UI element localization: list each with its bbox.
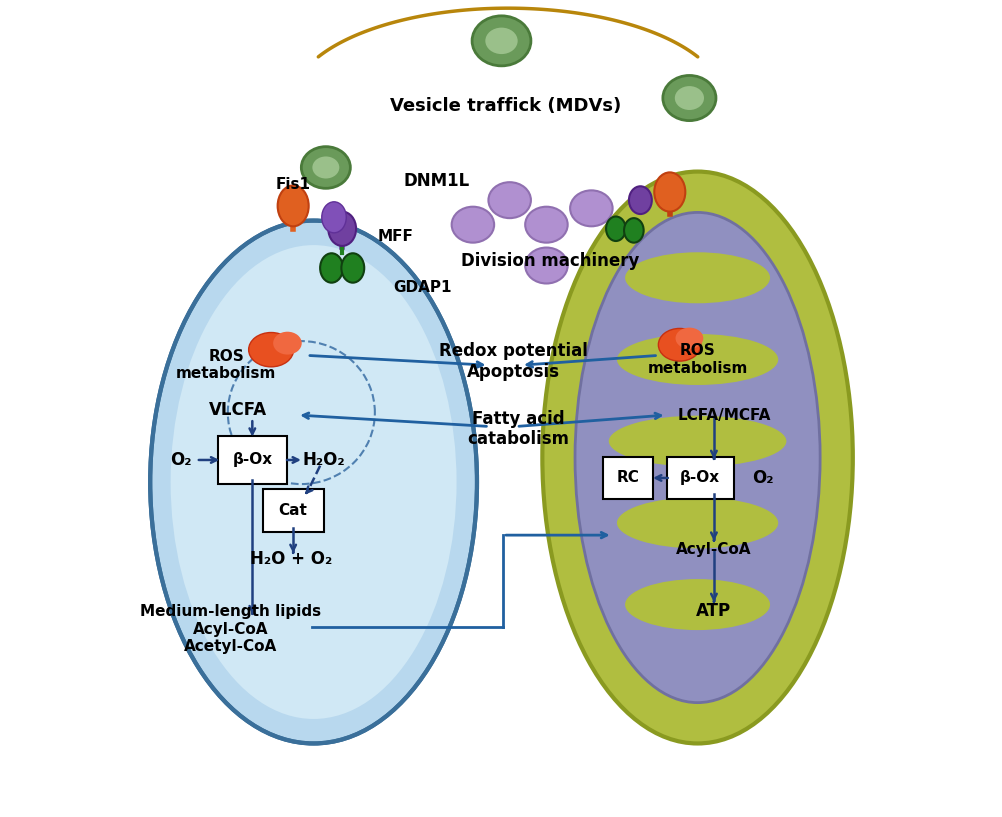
Ellipse shape <box>451 207 494 243</box>
Ellipse shape <box>662 75 715 121</box>
Text: Division machinery: Division machinery <box>461 252 639 270</box>
Ellipse shape <box>615 497 779 550</box>
Ellipse shape <box>657 328 700 361</box>
Text: Redox potential
Apoptosis: Redox potential Apoptosis <box>439 342 587 381</box>
Ellipse shape <box>653 172 684 212</box>
Ellipse shape <box>628 186 651 214</box>
Ellipse shape <box>605 217 625 241</box>
Ellipse shape <box>278 185 309 226</box>
Ellipse shape <box>248 333 294 367</box>
Ellipse shape <box>301 147 350 189</box>
Text: RC: RC <box>616 471 639 485</box>
Text: Fatty acid
catabolism: Fatty acid catabolism <box>466 409 568 449</box>
Ellipse shape <box>525 207 567 243</box>
Ellipse shape <box>623 578 771 631</box>
Text: MFF: MFF <box>377 230 413 244</box>
Ellipse shape <box>273 332 302 355</box>
Ellipse shape <box>569 190 612 226</box>
Text: ATP: ATP <box>695 602 730 620</box>
Ellipse shape <box>170 245 456 719</box>
Text: ROS
metabolism: ROS metabolism <box>646 343 747 376</box>
Ellipse shape <box>341 253 364 283</box>
Ellipse shape <box>675 328 702 349</box>
FancyBboxPatch shape <box>666 457 732 499</box>
Text: Fis1: Fis1 <box>276 177 311 192</box>
Ellipse shape <box>674 86 703 110</box>
Text: GDAP1: GDAP1 <box>393 280 452 295</box>
Ellipse shape <box>320 253 343 283</box>
FancyBboxPatch shape <box>217 436 287 484</box>
Text: H₂O + O₂: H₂O + O₂ <box>250 550 333 568</box>
FancyBboxPatch shape <box>602 457 653 499</box>
Ellipse shape <box>525 248 567 283</box>
Text: H₂O₂: H₂O₂ <box>303 451 345 469</box>
Text: Cat: Cat <box>279 503 308 518</box>
FancyBboxPatch shape <box>263 489 324 532</box>
Ellipse shape <box>542 172 852 743</box>
Ellipse shape <box>623 218 643 243</box>
Text: Vesicle traffick (MDVs): Vesicle traffick (MDVs) <box>390 97 620 115</box>
Text: Medium-length lipids
Acyl-CoA
Acetyl-CoA: Medium-length lipids Acyl-CoA Acetyl-CoA <box>139 605 321 654</box>
Ellipse shape <box>322 202 346 233</box>
Text: LCFA/MCFA: LCFA/MCFA <box>677 408 771 422</box>
Ellipse shape <box>615 333 779 386</box>
Text: Acyl-CoA: Acyl-CoA <box>675 542 750 557</box>
Ellipse shape <box>312 157 339 179</box>
Text: β-Ox: β-Ox <box>679 471 719 485</box>
Text: O₂: O₂ <box>752 469 773 487</box>
Ellipse shape <box>623 252 771 305</box>
Text: O₂: O₂ <box>169 451 191 469</box>
Ellipse shape <box>607 415 787 468</box>
Text: VLCFA: VLCFA <box>208 401 267 419</box>
Ellipse shape <box>150 221 477 743</box>
Ellipse shape <box>488 182 530 218</box>
Text: ROS
metabolism: ROS metabolism <box>175 349 277 382</box>
Text: β-Ox: β-Ox <box>232 453 273 467</box>
Ellipse shape <box>328 212 356 246</box>
Ellipse shape <box>485 28 517 54</box>
Text: DNM1L: DNM1L <box>403 172 469 190</box>
Ellipse shape <box>472 16 530 66</box>
Ellipse shape <box>574 212 820 703</box>
